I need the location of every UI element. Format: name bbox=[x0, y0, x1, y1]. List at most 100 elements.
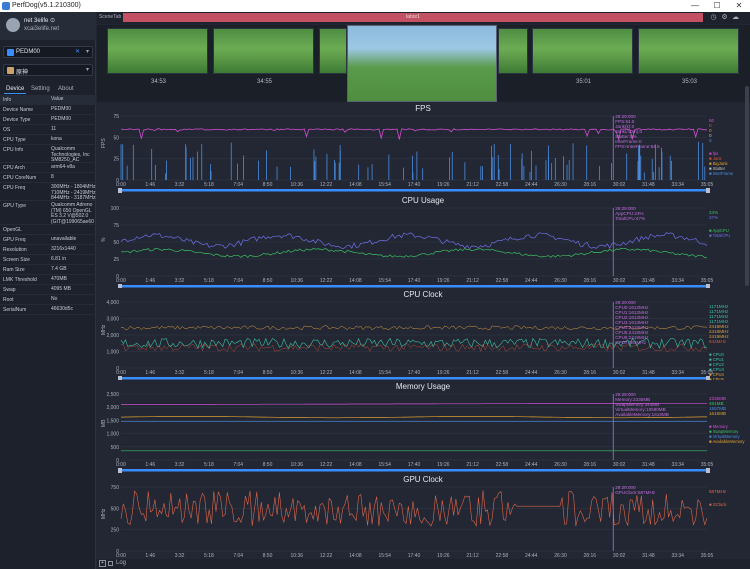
time-scrollbar[interactable] bbox=[121, 285, 707, 288]
y-axis-label: % bbox=[101, 237, 107, 242]
x-tick-label: 7:04 bbox=[233, 553, 243, 559]
legend-entry: ■ CPU1 bbox=[709, 357, 725, 362]
x-tick-label: 21:12 bbox=[466, 278, 479, 284]
clock-icon[interactable]: ◷ bbox=[710, 14, 717, 21]
y-tick-label: 0 bbox=[116, 274, 119, 280]
tooltip-line: CPU2:1613MHz bbox=[615, 315, 649, 320]
tooltip-line: CPU0:1613MHz bbox=[615, 305, 649, 310]
avatar[interactable] bbox=[6, 18, 20, 32]
x-tick-label: 10:36 bbox=[291, 278, 304, 284]
screenshot-thumb[interactable] bbox=[498, 28, 528, 74]
time-scrollbar[interactable] bbox=[121, 189, 707, 192]
x-tick-label: 33:34 bbox=[671, 182, 684, 188]
scroll-handle-left[interactable] bbox=[118, 284, 122, 289]
tab-device[interactable]: Device bbox=[4, 86, 27, 94]
info-key: Screen Size bbox=[3, 257, 30, 263]
wifi-icon[interactable]: ✕ bbox=[74, 49, 80, 55]
memory-title: Memory Usage bbox=[396, 382, 451, 391]
device-info-table: Info Value Device Name PEDM00 Device Type PED… bbox=[0, 95, 96, 315]
info-value: 46630d5c bbox=[51, 306, 73, 312]
tooltip-line: Jank(/10m):0 bbox=[615, 129, 642, 134]
x-tick-label: 14:08 bbox=[349, 462, 362, 468]
legend-value: 24% bbox=[709, 210, 718, 215]
x-tick-label: 28:16 bbox=[584, 553, 597, 559]
x-tick-label: 3:32 bbox=[175, 370, 185, 376]
x-tick-label: 0:00 bbox=[116, 553, 126, 559]
screenshot-thumb[interactable]: 34:55 bbox=[213, 28, 314, 85]
legend-value: 844MHz bbox=[709, 339, 727, 344]
x-tick-label: 22:58 bbox=[496, 370, 509, 376]
x-tick-label: 22:58 bbox=[496, 553, 509, 559]
maximize-button[interactable]: ☐ bbox=[713, 1, 721, 10]
info-key: CPU Info bbox=[3, 147, 24, 153]
x-tick-label: 7:04 bbox=[233, 278, 243, 284]
x-tick-label: 5:18 bbox=[204, 370, 214, 376]
scroll-handle-right[interactable] bbox=[706, 188, 710, 193]
cloud-icon[interactable]: ☁ bbox=[732, 14, 739, 21]
app-select[interactable]: 原神 ▾ bbox=[3, 64, 93, 76]
table-row: CPU CoreNum 8 bbox=[0, 173, 96, 183]
x-tick-label: 28:16 bbox=[584, 370, 597, 376]
info-key: CPU Arch bbox=[3, 165, 25, 171]
x-tick-label: 17:40 bbox=[408, 553, 421, 559]
tooltip-line: TotalCPU:47% bbox=[615, 216, 645, 221]
tooltip-line: 29:29:000 bbox=[615, 300, 636, 305]
y-tick-label: 2,500 bbox=[106, 392, 119, 398]
time-scrollbar[interactable] bbox=[121, 377, 707, 380]
log-checkbox[interactable] bbox=[108, 561, 113, 566]
table-row: Swap 4095 MB bbox=[0, 285, 96, 295]
x-tick-label: 12:22 bbox=[320, 370, 333, 376]
x-tick-label: 28:16 bbox=[584, 278, 597, 284]
tooltip-line: CPU4:2419MHz bbox=[615, 325, 649, 330]
legend-value: 587MHz bbox=[709, 489, 727, 494]
tooltip-line: 29:29:000 bbox=[615, 392, 636, 397]
x-tick-label: 31:48 bbox=[642, 182, 655, 188]
close-button[interactable]: ✕ bbox=[735, 1, 743, 10]
x-tick-label: 31:48 bbox=[642, 278, 655, 284]
x-tick-label: 10:36 bbox=[291, 553, 304, 559]
x-tick-label: 21:12 bbox=[466, 553, 479, 559]
screenshot-thumb[interactable] bbox=[319, 28, 347, 74]
scroll-handle-left[interactable] bbox=[118, 376, 122, 381]
legend-entry: ■ SwapMemory bbox=[709, 429, 739, 434]
table-row: OS 11 bbox=[0, 125, 96, 135]
available-series bbox=[121, 416, 707, 419]
screenshot-current[interactable] bbox=[347, 25, 497, 102]
cpu-title: CPU Usage bbox=[402, 196, 445, 205]
expand-icon[interactable]: + bbox=[99, 560, 106, 567]
scene-tab[interactable]: SceneTab bbox=[99, 14, 122, 20]
screenshot-thumb[interactable]: 34:53 bbox=[107, 28, 208, 85]
device-select[interactable]: PEDM00 ✕ ▾ bbox=[3, 46, 93, 58]
scroll-handle-left[interactable] bbox=[118, 188, 122, 193]
scene-label-bar[interactable]: labor1 bbox=[123, 13, 703, 22]
scroll-handle-right[interactable] bbox=[706, 284, 710, 289]
table-row: OpenGL bbox=[0, 225, 96, 235]
info-value: PEDM00 bbox=[51, 116, 72, 122]
minimize-button[interactable]: — bbox=[691, 1, 699, 10]
gear-icon[interactable]: ⚙ bbox=[721, 14, 728, 21]
scroll-handle-right[interactable] bbox=[706, 376, 710, 381]
tab-about[interactable]: About bbox=[58, 86, 74, 92]
y-tick-label: 4,000 bbox=[106, 300, 119, 306]
cpu-chart bbox=[97, 194, 750, 289]
y-axis-label: MHz bbox=[101, 324, 107, 335]
table-row: Root No bbox=[0, 295, 96, 305]
cpu4-series bbox=[120, 325, 708, 331]
x-tick-label: 24:44 bbox=[525, 370, 538, 376]
x-tick-label: 17:40 bbox=[408, 278, 421, 284]
x-tick-label: 3:32 bbox=[175, 278, 185, 284]
legend-entry: ■ VirtualMemory bbox=[709, 434, 741, 439]
screenshot-thumb[interactable]: 35:01 bbox=[532, 28, 633, 85]
time-scrollbar[interactable] bbox=[121, 469, 707, 472]
tooltip-line: GPUClock:587MHz bbox=[615, 490, 656, 495]
scroll-handle-left[interactable] bbox=[118, 468, 122, 473]
x-tick-label: 14:08 bbox=[349, 182, 362, 188]
main-scrollbar[interactable] bbox=[745, 86, 749, 286]
x-tick-label: 22:58 bbox=[496, 278, 509, 284]
scroll-handle-right[interactable] bbox=[706, 468, 710, 473]
tab-setting[interactable]: Setting bbox=[31, 86, 50, 92]
screenshot-thumb[interactable]: 35:03 bbox=[638, 28, 739, 85]
x-tick-label: 1:46 bbox=[145, 278, 155, 284]
y-tick-label: 0 bbox=[116, 458, 119, 464]
